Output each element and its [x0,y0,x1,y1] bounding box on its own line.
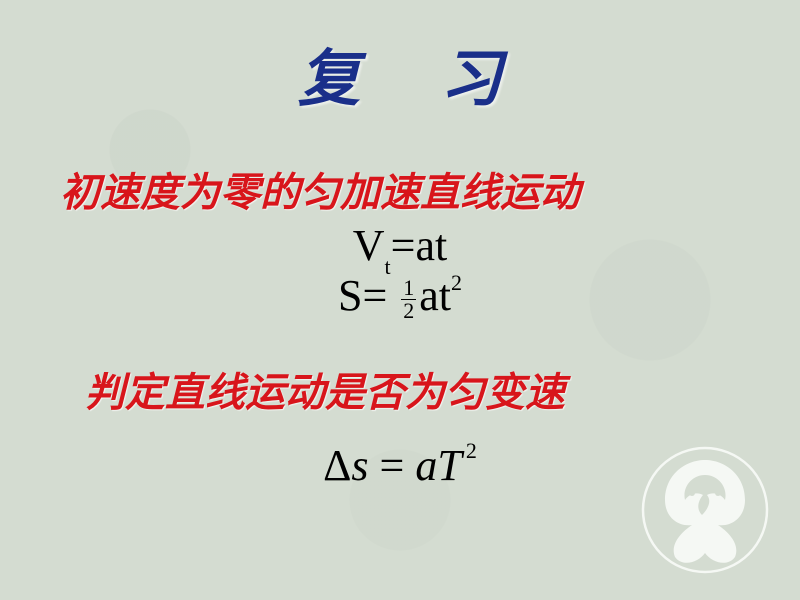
formula-velocity: Vt=at [0,220,800,276]
formula-s-eq: = [362,271,387,320]
formula-v-rhs: at [415,221,447,270]
formula-s-sup: 2 [451,270,462,295]
ds-a: a [415,441,437,490]
ds-sup: 2 [466,438,477,463]
formula-s-att: at [419,271,451,320]
formula-v-eq: = [391,221,416,270]
formula-s-lhs: S [338,271,362,320]
dragon-ornament-icon [640,445,770,575]
delta-symbol: Δ [323,441,351,490]
formula-v-base: V [353,221,385,270]
section2-heading: 判定直线运动是否为匀变速 [85,360,565,418]
formula-s-fraction: 1 2 [401,277,416,322]
slide-title: 复习 [0,28,800,118]
section1-heading: 初速度为零的匀加速直线运动 [60,160,580,218]
ds-T: T [437,441,461,490]
ds-eq: = [369,441,416,490]
formula-displacement: S= 1 2 at2 [0,270,800,322]
frac-num: 1 [401,277,416,300]
ds-s: s [351,441,368,490]
frac-den: 2 [401,300,416,322]
